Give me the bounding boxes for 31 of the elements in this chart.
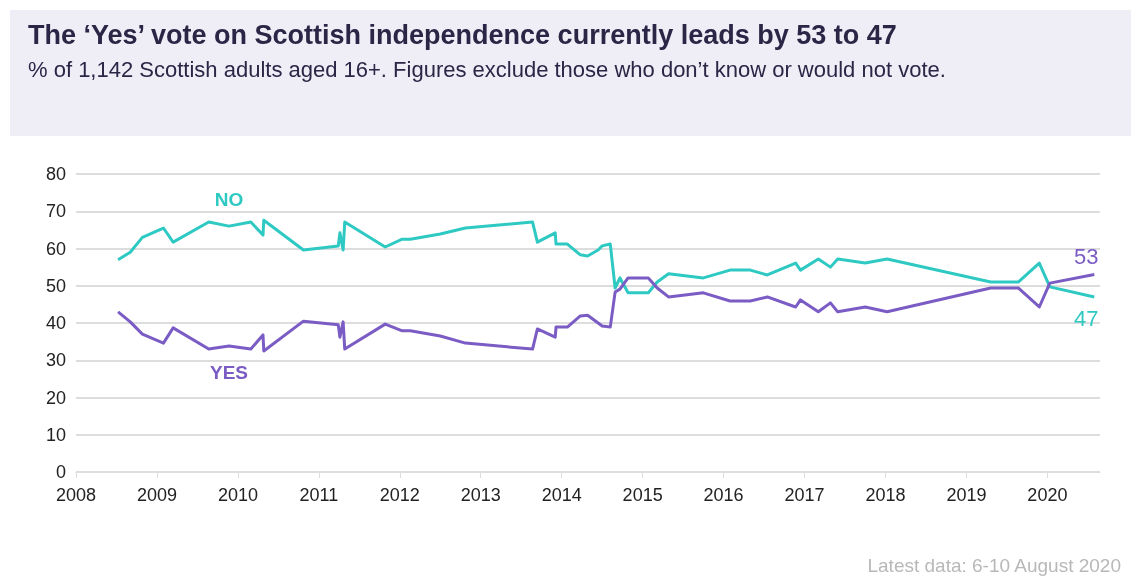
x-tick-label: 2008 xyxy=(55,485,97,505)
x-tick-label: 2011 xyxy=(299,485,339,505)
y-tick-label: 40 xyxy=(45,313,66,333)
x-tick-label: 2017 xyxy=(784,485,825,505)
y-tick-label: 30 xyxy=(45,350,66,371)
x-tick-label: 2015 xyxy=(622,485,663,505)
x-tick-label: 2020 xyxy=(1027,485,1068,505)
chart-title: The ‘Yes’ vote on Scottish independence currently leads by 53 to 47 xyxy=(28,20,898,51)
series-label: YES xyxy=(209,362,249,384)
data-label: 47 xyxy=(1074,306,1099,332)
y-tick-label: 60 xyxy=(45,238,66,259)
y-tick-label: 20 xyxy=(45,387,66,408)
y-tick-label: 70 xyxy=(45,201,66,222)
x-tick-label: 2014 xyxy=(541,485,582,505)
data-label: 53 xyxy=(1074,244,1099,270)
x-tick-label: 2018 xyxy=(865,485,906,505)
x-tick-label: 2013 xyxy=(460,485,501,505)
x-tick-label: 2009 xyxy=(136,485,177,505)
y-tick-label: 0 xyxy=(55,462,66,482)
chart-subtitle: % of 1,142 Scottish adults aged 16+. Figures exclude those who don’t know or would not vote. xyxy=(28,56,947,84)
series-label: NO xyxy=(214,189,244,211)
y-tick-label: 80 xyxy=(45,164,66,184)
y-tick-label: 50 xyxy=(45,275,66,296)
line-series xyxy=(116,273,1096,353)
x-tick-label: 2012 xyxy=(379,485,420,505)
line-series xyxy=(116,218,1096,299)
x-tick-label: 2016 xyxy=(703,485,744,505)
x-tick-label: 2010 xyxy=(217,485,258,505)
y-tick-label: 10 xyxy=(45,424,66,445)
text: Latest data: 6-10 August 2020 xyxy=(867,555,1121,577)
x-tick-label: 2019 xyxy=(946,485,987,505)
